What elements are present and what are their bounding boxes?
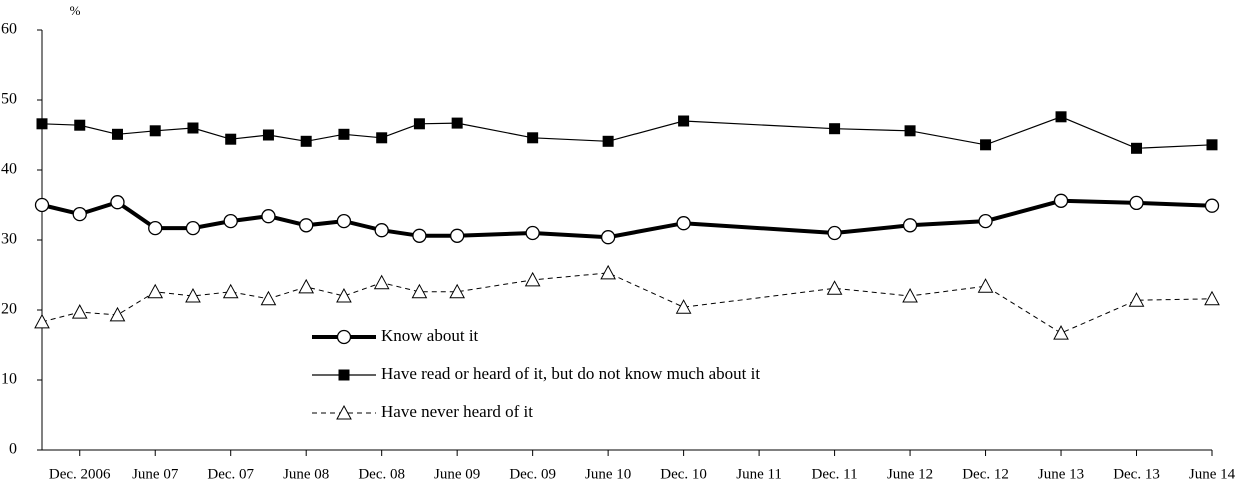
point xyxy=(1131,142,1143,154)
y-tick-label: 60 xyxy=(1,21,17,38)
x-tick-label: Dec. 08 xyxy=(358,466,405,482)
x-tick-label: June 13 xyxy=(1038,466,1084,482)
legend-marker xyxy=(336,329,352,345)
point xyxy=(1053,193,1069,208)
legend-label: Have never heard of it xyxy=(381,402,533,421)
x-tick-label: June 09 xyxy=(434,466,480,482)
x-tick-label: Dec. 07 xyxy=(207,466,254,482)
y-tick-label: 20 xyxy=(1,301,17,318)
point xyxy=(412,228,427,243)
point xyxy=(222,283,239,299)
point xyxy=(36,118,48,130)
x-tick-label: Dec. 2006 xyxy=(49,466,111,482)
series-line xyxy=(41,272,1213,334)
point xyxy=(261,209,276,224)
point xyxy=(675,299,692,314)
point xyxy=(71,304,88,319)
point xyxy=(902,287,918,303)
point xyxy=(223,213,238,229)
x-tick-label: June 14 xyxy=(1189,466,1236,482)
point xyxy=(338,128,350,140)
point xyxy=(336,287,352,303)
point xyxy=(72,206,87,222)
x-tick-label: Dec. 12 xyxy=(962,466,1009,482)
point xyxy=(1053,325,1069,340)
point xyxy=(74,119,86,131)
series-line xyxy=(41,116,1213,149)
point xyxy=(826,280,843,295)
point xyxy=(185,220,201,236)
point xyxy=(187,122,199,134)
point xyxy=(904,125,916,137)
x-tick-label: June 12 xyxy=(887,466,933,482)
point xyxy=(147,283,164,299)
point xyxy=(450,228,465,243)
y-tick-label: 50 xyxy=(1,91,17,108)
point xyxy=(149,125,161,137)
y-tick-label: 0 xyxy=(9,441,17,458)
point xyxy=(1055,111,1067,123)
x-tick-label: Dec. 10 xyxy=(660,466,707,482)
point xyxy=(527,132,539,144)
x-tick-label: June 08 xyxy=(283,466,329,482)
point xyxy=(411,283,428,299)
point xyxy=(1204,290,1220,306)
point xyxy=(413,118,425,130)
point xyxy=(978,213,993,229)
point xyxy=(524,271,541,287)
point xyxy=(827,225,842,241)
point xyxy=(111,128,123,140)
x-tick-label: Dec. 13 xyxy=(1113,466,1160,482)
x-tick-label: Dec. 09 xyxy=(509,466,556,482)
point xyxy=(829,123,841,135)
point xyxy=(109,306,126,322)
point xyxy=(376,132,388,144)
legend-marker xyxy=(336,404,352,420)
point xyxy=(600,230,616,245)
point xyxy=(1129,195,1144,211)
point xyxy=(678,115,690,127)
point xyxy=(1204,198,1220,213)
point xyxy=(298,278,315,294)
x-tick-label: Dec. 11 xyxy=(812,466,858,482)
y-axis-label: % xyxy=(70,3,81,18)
legend-label: Know about it xyxy=(381,326,479,345)
x-tick-label: June 10 xyxy=(585,466,631,482)
series-line xyxy=(41,198,1213,240)
point xyxy=(299,218,314,233)
point xyxy=(185,287,201,303)
y-tick-label: 40 xyxy=(1,161,17,178)
point xyxy=(1206,139,1218,151)
x-tick-label: June 07 xyxy=(132,466,179,482)
point xyxy=(977,278,994,293)
point xyxy=(1128,292,1145,307)
point xyxy=(676,216,691,231)
point xyxy=(260,290,277,306)
point xyxy=(449,283,465,299)
point xyxy=(262,129,274,141)
point xyxy=(34,313,50,329)
point xyxy=(980,139,992,151)
point xyxy=(525,225,540,241)
x-tick-label: June 11 xyxy=(736,466,782,482)
legend-marker xyxy=(338,369,350,381)
point xyxy=(902,218,918,233)
point xyxy=(110,195,125,210)
point xyxy=(225,133,237,145)
y-tick-label: 30 xyxy=(1,231,17,248)
point xyxy=(34,197,50,213)
point xyxy=(451,117,463,129)
point xyxy=(300,135,312,147)
point xyxy=(374,223,389,238)
legend-label: Have read or heard of it, but do not kno… xyxy=(381,364,760,383)
point xyxy=(148,220,163,236)
point xyxy=(336,213,352,229)
point xyxy=(373,274,390,290)
y-tick-label: 10 xyxy=(1,371,17,388)
point xyxy=(600,264,616,280)
point xyxy=(602,135,614,147)
